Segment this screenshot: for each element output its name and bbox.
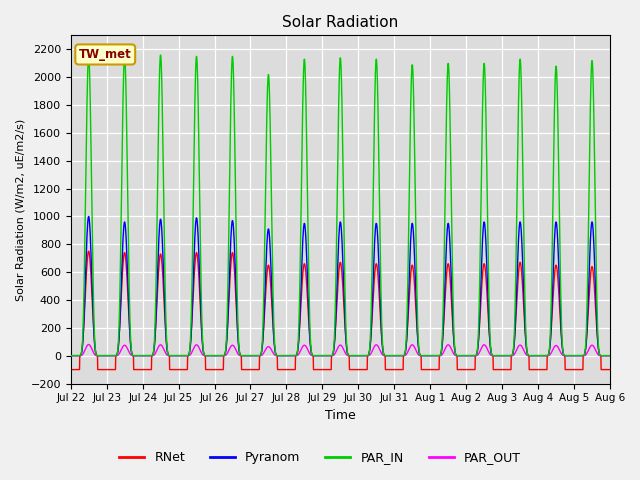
Legend: RNet, Pyranom, PAR_IN, PAR_OUT: RNet, Pyranom, PAR_IN, PAR_OUT — [115, 446, 525, 469]
Title: Solar Radiation: Solar Radiation — [282, 15, 399, 30]
X-axis label: Time: Time — [325, 409, 356, 422]
Text: TW_met: TW_met — [79, 48, 132, 61]
Y-axis label: Solar Radiation (W/m2, uE/m2/s): Solar Radiation (W/m2, uE/m2/s) — [15, 118, 25, 300]
